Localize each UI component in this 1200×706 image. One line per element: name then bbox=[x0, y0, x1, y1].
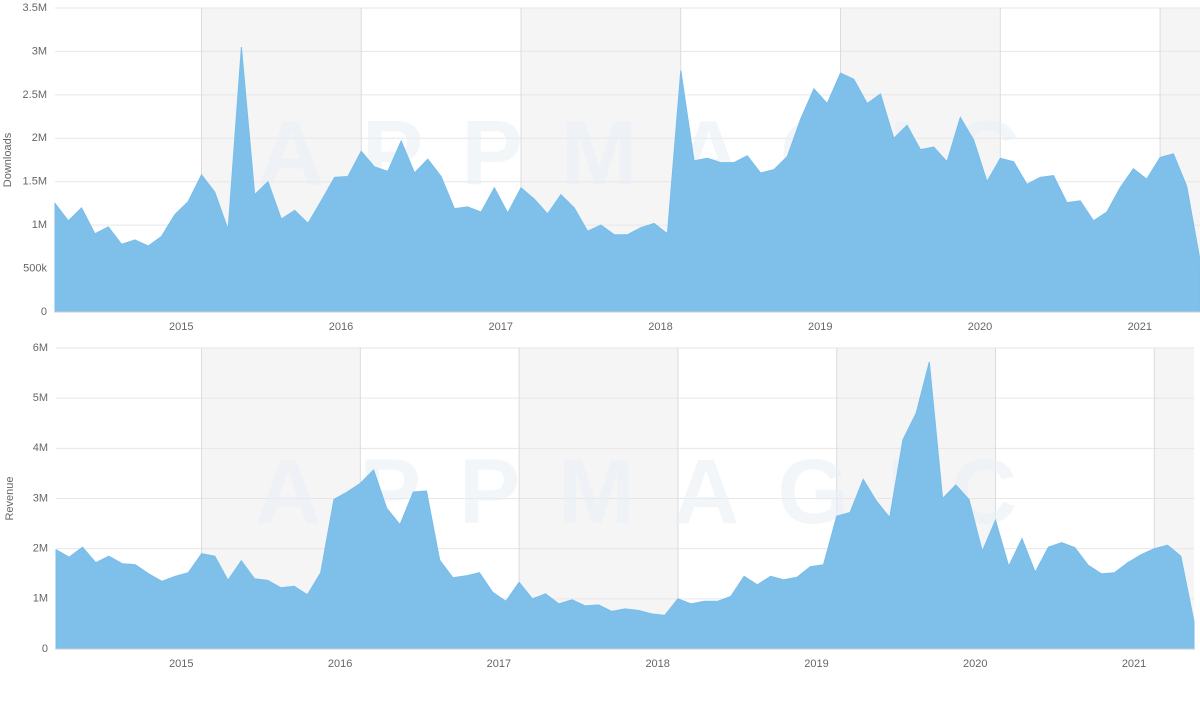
y-tick-label: 0 bbox=[42, 643, 48, 655]
x-tick-label: 2015 bbox=[169, 321, 193, 333]
y-axis-title: Revenue bbox=[4, 476, 16, 520]
x-tick-label: 2021 bbox=[1122, 658, 1146, 670]
x-tick-label: 2020 bbox=[968, 321, 992, 333]
y-tick-label: 3M bbox=[32, 45, 47, 57]
y-tick-label: 6M bbox=[33, 342, 48, 354]
x-tick-label: 2016 bbox=[329, 321, 353, 333]
y-tick-label: 2M bbox=[32, 132, 47, 144]
y-tick-label: 500k bbox=[23, 262, 47, 274]
x-tick-label: 2020 bbox=[963, 658, 987, 670]
y-tick-label: 1.5M bbox=[23, 176, 47, 188]
x-tick-label: 2016 bbox=[328, 658, 352, 670]
y-tick-label: 5M bbox=[33, 392, 48, 404]
x-tick-label: 2017 bbox=[489, 321, 513, 333]
x-tick-label: 2021 bbox=[1128, 321, 1152, 333]
y-tick-label: 2.5M bbox=[23, 89, 47, 101]
x-tick-label: 2018 bbox=[645, 658, 669, 670]
x-tick-label: 2017 bbox=[487, 658, 511, 670]
x-tick-label: 2015 bbox=[169, 658, 193, 670]
x-tick-label: 2019 bbox=[808, 321, 832, 333]
y-tick-label: 0 bbox=[41, 306, 47, 318]
x-tick-label: 2018 bbox=[648, 321, 672, 333]
area bbox=[54, 47, 1200, 313]
y-tick-label: 3M bbox=[33, 492, 48, 504]
y-axis-title: Downloads bbox=[2, 132, 14, 187]
y-tick-label: 1M bbox=[33, 593, 48, 605]
area bbox=[55, 361, 1195, 650]
chart-panel: 0 500k 1M 1.5M 2M 2.5M 3M 3.5M 2015 2016 2017 2018 2… bbox=[2, 2, 1200, 333]
y-tick-label: 2M bbox=[33, 543, 48, 555]
y-tick-label: 4M bbox=[33, 442, 48, 454]
y-tick-label: 3.5M bbox=[23, 2, 47, 14]
y-tick-label: 1M bbox=[32, 219, 47, 231]
chart-panel: 0 1M 2M 3M 4M 5M 6M 2015 2016 2017 2018 2019 2020 202… bbox=[4, 342, 1195, 670]
x-tick-label: 2019 bbox=[804, 658, 828, 670]
